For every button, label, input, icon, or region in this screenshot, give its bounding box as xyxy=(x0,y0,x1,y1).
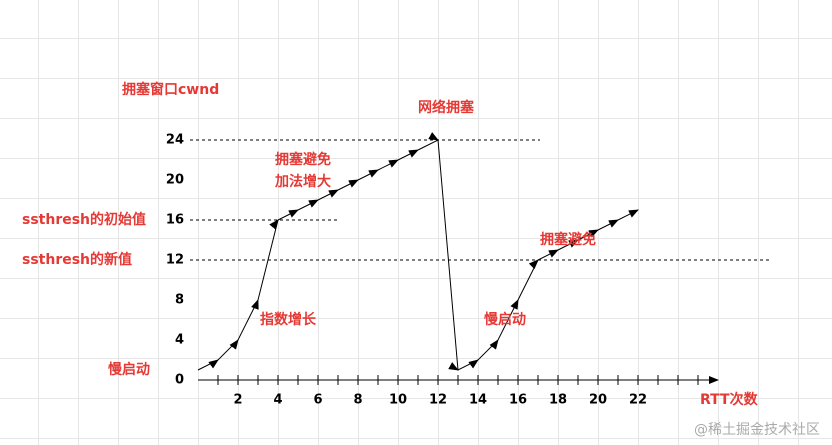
x-tick-label: 20 xyxy=(589,393,607,408)
annotation: 网络拥塞 xyxy=(418,99,475,116)
annotation: 加法增大 xyxy=(274,173,331,190)
x-tick-label: 16 xyxy=(509,393,527,408)
x-tick-label: 18 xyxy=(549,393,567,408)
x-tick-label: 8 xyxy=(353,393,362,408)
y-tick-label: 24 xyxy=(166,133,184,148)
y-tick-label: 20 xyxy=(166,173,184,188)
x-tick-label: 22 xyxy=(629,393,647,408)
y-tick-label: 16 xyxy=(166,213,184,228)
x-tick-label: 10 xyxy=(389,393,407,408)
annotation: 拥塞避免 xyxy=(540,231,596,248)
annotation: 指数增长 xyxy=(260,311,317,328)
y-tick-label: 4 xyxy=(175,333,184,348)
x-tick-label: 12 xyxy=(429,393,447,408)
line xyxy=(197,132,639,371)
y-tick-label: 8 xyxy=(175,293,184,308)
x-tick-label: 4 xyxy=(273,393,282,408)
x-tick-label: 2 xyxy=(233,393,242,408)
annotation: ssthresh的初始值 xyxy=(22,211,146,228)
y-tick-label: 0 xyxy=(175,373,184,388)
x-tick-label: 6 xyxy=(313,393,322,408)
y-tick-label: 12 xyxy=(166,253,184,268)
x-tick-label: 14 xyxy=(469,393,487,408)
watermark: @稀土掘金技术社区 xyxy=(694,422,820,438)
annotation: 拥塞避免 xyxy=(275,151,331,168)
x-axis-label: RTT次数 xyxy=(700,391,759,408)
annotation: ssthresh的新值 xyxy=(22,251,132,268)
annotation: 慢启动 xyxy=(108,361,150,378)
y-axis-label: 拥塞窗口cwnd xyxy=(122,81,219,98)
annotation: 慢启动 xyxy=(484,311,526,328)
